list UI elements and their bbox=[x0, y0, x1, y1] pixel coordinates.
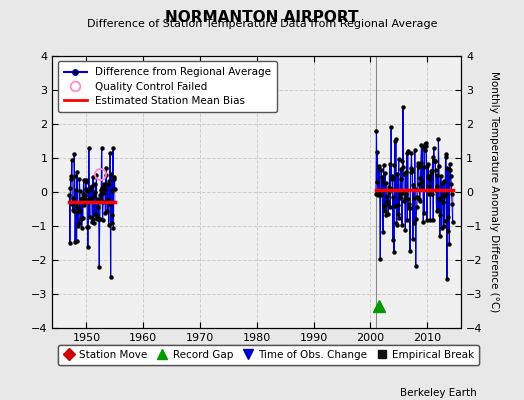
Text: NORMANTON AIRPORT: NORMANTON AIRPORT bbox=[165, 10, 359, 25]
Legend: Station Move, Record Gap, Time of Obs. Change, Empirical Break: Station Move, Record Gap, Time of Obs. C… bbox=[58, 344, 479, 365]
Y-axis label: Monthly Temperature Anomaly Difference (°C): Monthly Temperature Anomaly Difference (… bbox=[489, 71, 499, 313]
Text: Difference of Station Temperature Data from Regional Average: Difference of Station Temperature Data f… bbox=[87, 19, 437, 29]
Text: Berkeley Earth: Berkeley Earth bbox=[400, 388, 477, 398]
